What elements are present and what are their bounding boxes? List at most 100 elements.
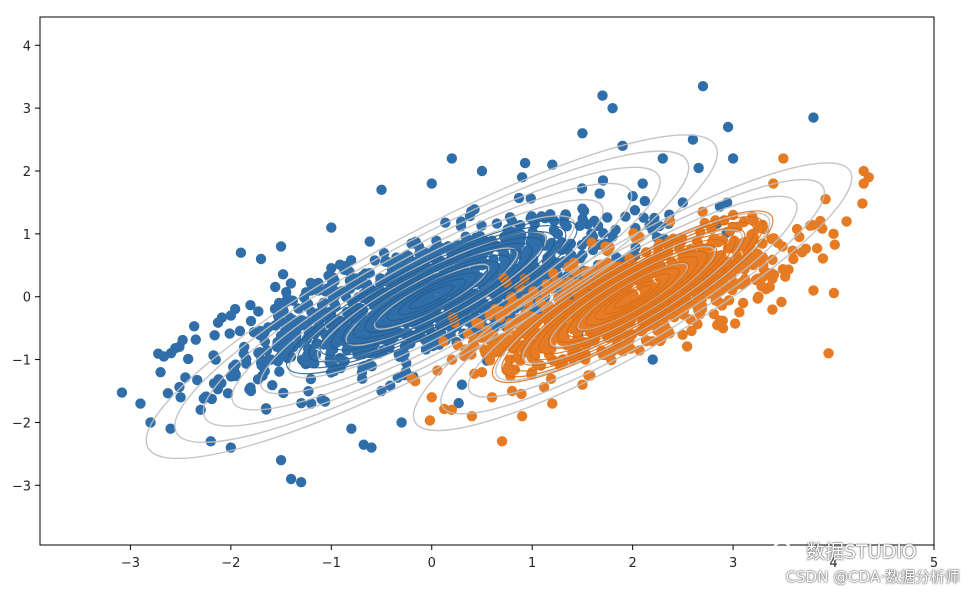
data-point [687,134,699,145]
contour-band [613,284,652,309]
data-point [326,222,337,233]
data-point [162,388,174,399]
data-point [594,312,605,323]
contour-band [408,284,455,310]
data-point [829,239,840,250]
data-point [598,227,609,239]
data-point [305,373,317,385]
data-point [366,442,377,453]
data-point [768,233,779,244]
data-point [351,334,363,345]
contour-band [594,273,671,321]
data-point [116,387,128,398]
data-point [180,372,191,383]
data-point [697,80,709,92]
data-point [274,366,285,377]
data-point [383,272,394,284]
contour-ring [467,195,798,398]
y-axis-ticks: −3 −2 −1 0 1 2 3 4 [12,39,40,494]
data-point [285,473,297,485]
contour-ring [145,134,718,460]
data-point [734,307,745,318]
data-point [424,415,436,426]
contour-ring [231,182,633,411]
data-point [577,128,588,139]
data-point [476,165,488,177]
data-point [582,219,593,230]
data-point [597,90,608,101]
data-point [234,325,246,337]
kde-contours [145,134,853,460]
x-tick-label: 0 [428,556,436,571]
data-point [637,178,648,189]
data-point [561,221,572,232]
data-point [452,340,463,351]
data-point [222,388,234,399]
data-point [241,358,252,369]
x-tick-label: 2 [629,556,637,571]
data-point [192,374,203,386]
x-tick-label: 1 [528,556,536,571]
data-point [823,348,834,359]
x-tick-label: −1 [322,556,341,571]
data-point [629,205,641,216]
data-point [175,392,186,403]
x-tick-label: 3 [729,556,737,571]
data-point [406,373,417,384]
data-point [245,300,256,311]
data-point [446,153,458,164]
data-point [174,381,185,393]
data-point [330,300,341,312]
data-point [295,476,307,488]
data-point [677,197,689,208]
y-tick-label: −2 [12,416,31,431]
data-point [527,241,538,252]
data-point [586,237,597,248]
contour-band [297,225,567,369]
data-point [776,296,787,308]
data-point [506,216,518,227]
contour-ring [259,198,604,395]
data-point [396,417,407,428]
data-point [626,289,638,300]
data-point [627,190,638,202]
data-point [828,287,840,299]
data-point [794,231,805,243]
data-point [841,216,852,227]
data-point [717,315,728,327]
data-point [225,310,237,321]
data-point [577,203,588,214]
contour-ring [522,229,743,365]
data-point [364,236,375,247]
data-point [216,378,227,389]
contour-ring [495,212,771,382]
data-point [541,279,552,290]
contour-band [308,230,556,363]
contour-band [538,238,727,355]
contour-band [604,278,662,315]
data-point [480,348,491,359]
data-point [727,153,739,164]
data-point [370,301,381,312]
x-tick-label: 5 [930,556,938,571]
data-point [135,398,146,409]
y-tick-label: 4 [23,39,31,54]
y-tick-label: −1 [12,354,31,369]
data-point [365,314,377,326]
data-point [664,216,676,227]
data-point [158,351,169,362]
data-point [392,372,403,383]
data-point [638,212,649,223]
y-tick-label: 1 [23,228,31,243]
data-point [305,277,316,289]
wechat-icon [772,541,799,560]
contour-ring [345,247,519,346]
data-point [190,334,201,345]
data-point [611,252,622,263]
data-point [752,293,763,304]
contour-band [319,236,545,357]
contour-band [375,266,489,327]
data-point [511,329,523,341]
data-point [188,321,200,332]
contour-band [491,210,774,384]
